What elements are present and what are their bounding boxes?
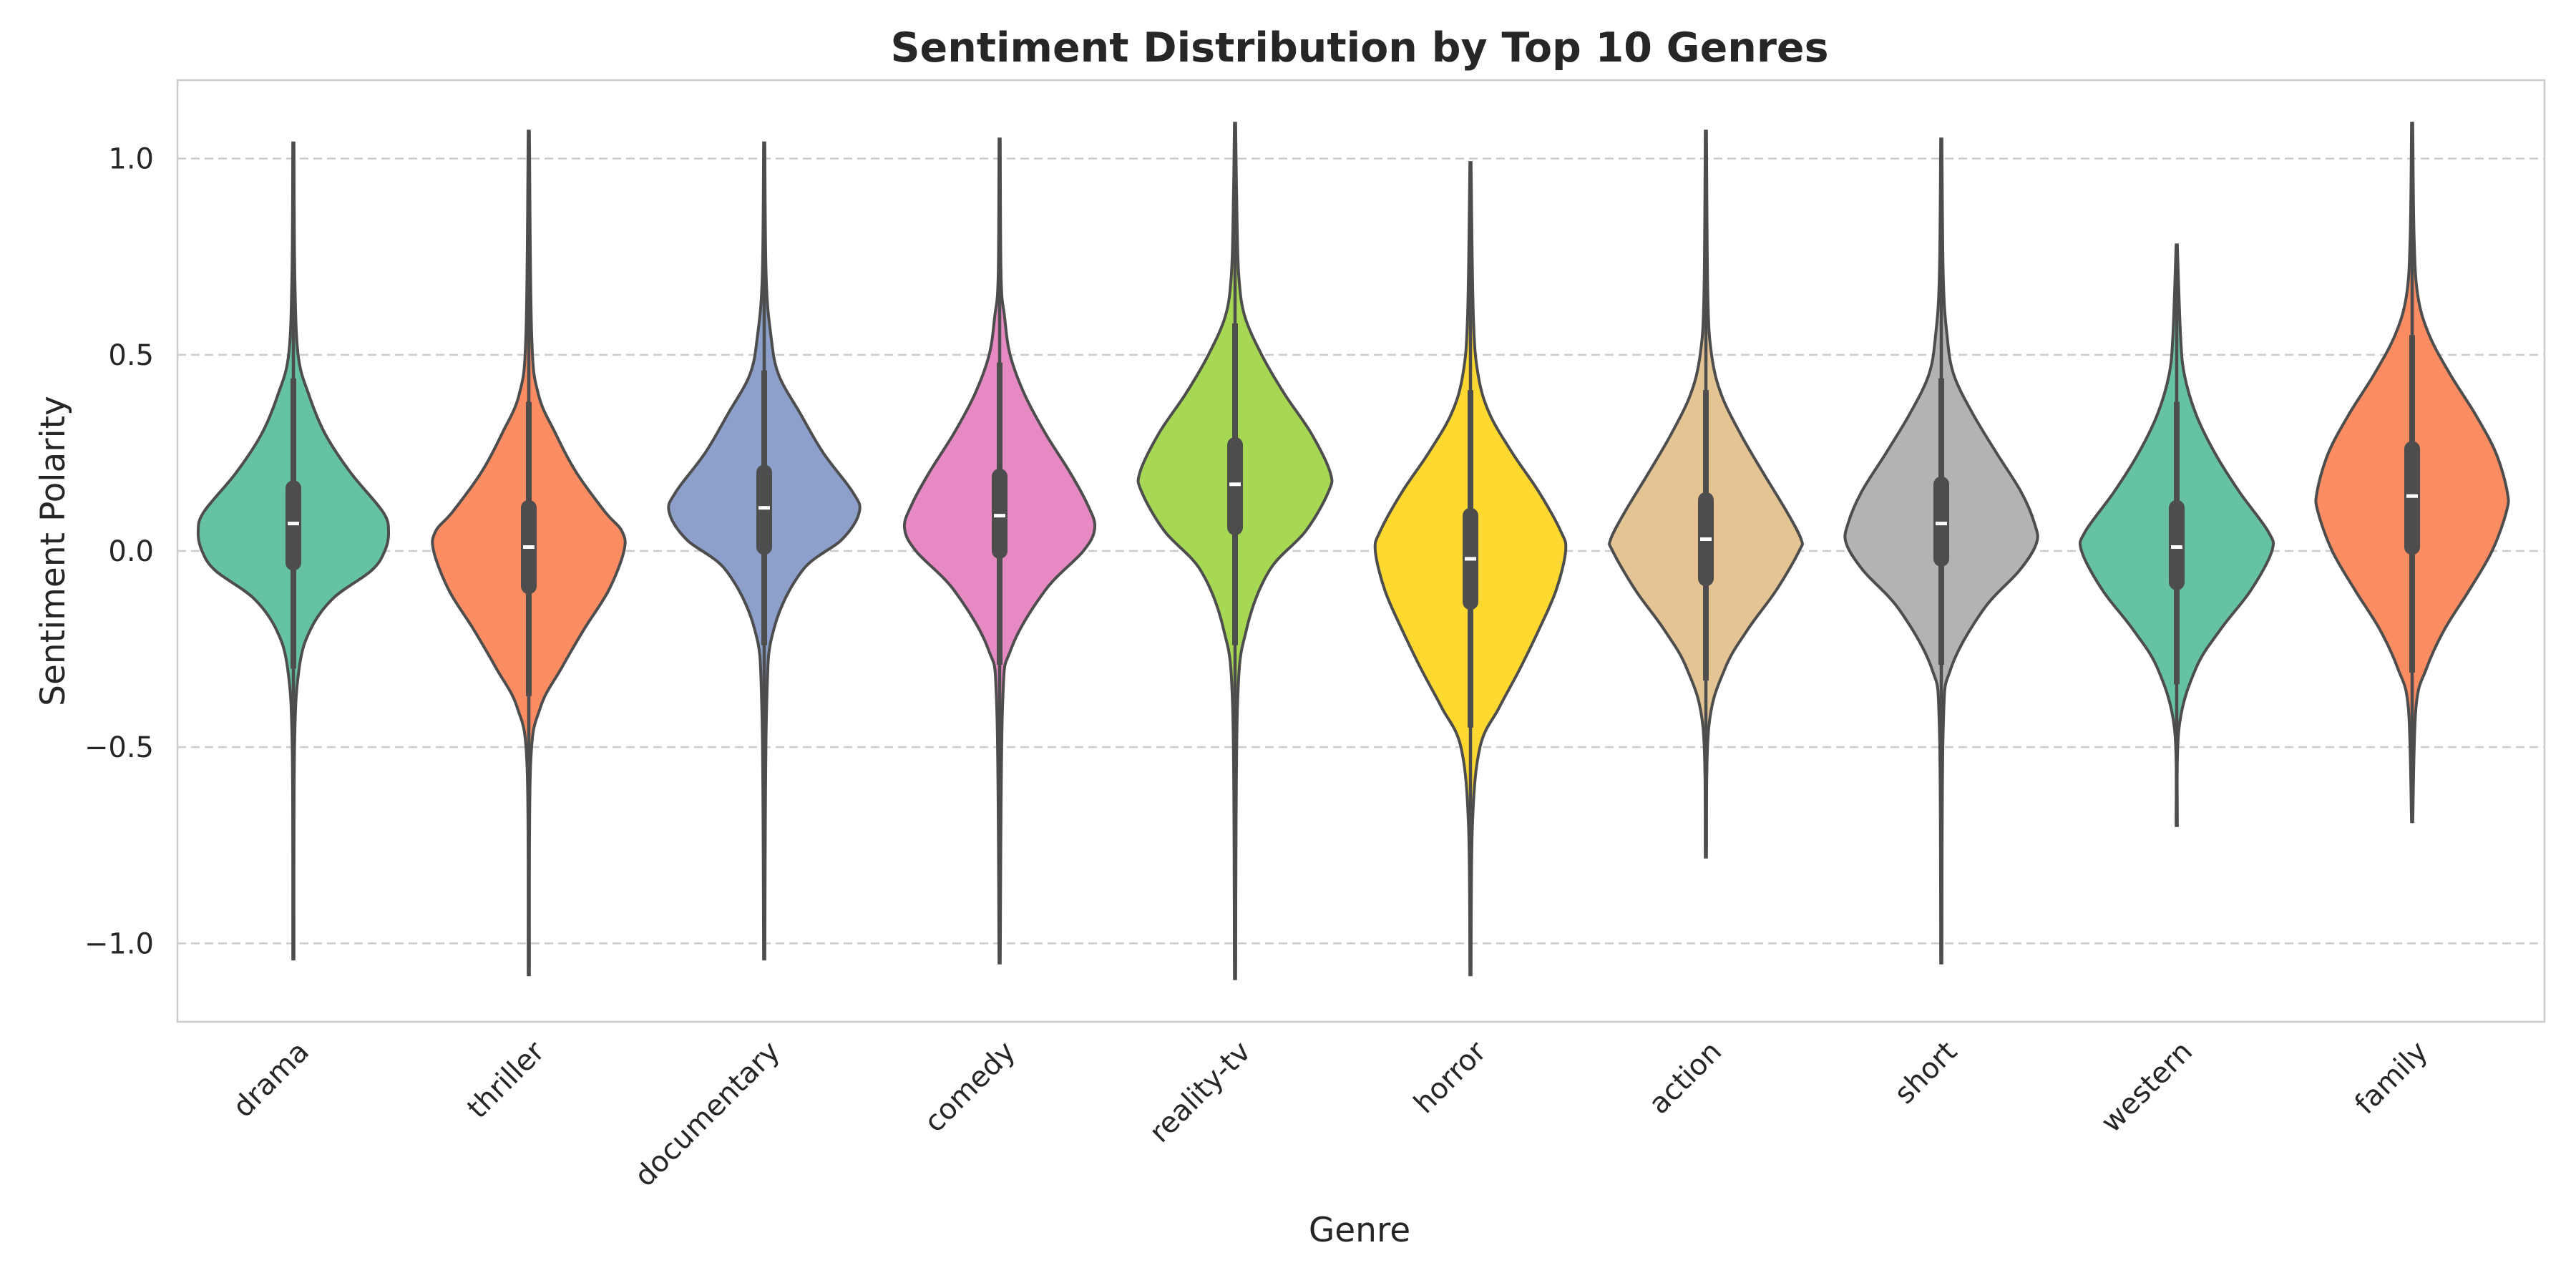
x-tick-label: western xyxy=(2095,1035,2199,1139)
violin-documentary xyxy=(667,141,862,961)
violin-median-marker xyxy=(994,514,1005,518)
x-tick-label: reality-tv xyxy=(1143,1035,1257,1149)
x-tick-label: horror xyxy=(1407,1035,1493,1120)
violin-median-marker xyxy=(288,522,299,526)
y-tick-label: 0.0 xyxy=(108,535,154,568)
violin-median-marker xyxy=(2406,494,2418,498)
x-tick-label: family xyxy=(2348,1035,2434,1121)
y-tick-label: −0.5 xyxy=(84,731,154,764)
x-tick-label: thriller xyxy=(461,1035,551,1125)
violins xyxy=(196,122,2510,980)
violin-median-marker xyxy=(758,506,770,510)
violin-median-marker xyxy=(1700,537,1712,542)
violin-western xyxy=(2078,243,2275,827)
y-axis-label: Sentiment Polarity xyxy=(34,396,73,706)
violin-median-marker xyxy=(1936,522,1947,526)
violin-family xyxy=(2314,122,2510,824)
plot-area-frame xyxy=(176,79,2546,1023)
chart-title: Sentiment Distribution by Top 10 Genres xyxy=(890,24,1828,72)
violin-action xyxy=(1608,130,1804,859)
y-axis-ticks: 1.0 0.5 0.0 −0.5 −1.0 xyxy=(84,143,154,961)
y-tick-label: 0.5 xyxy=(108,339,154,372)
violin-comedy xyxy=(902,137,1097,965)
violin-median-marker xyxy=(2171,545,2182,550)
x-axis-ticks: drama thriller documentary comedy reality-tv… xyxy=(227,1035,2434,1193)
x-tick-label: comedy xyxy=(918,1035,1022,1139)
violin-median-marker xyxy=(1465,557,1476,561)
y-tick-label: −1.0 xyxy=(84,927,154,960)
violin-median-marker xyxy=(1229,482,1241,487)
violin-short xyxy=(1843,137,2039,965)
y-tick-label: 1.0 xyxy=(108,143,154,176)
x-axis-label: Genre xyxy=(1309,1211,1410,1250)
violin-drama xyxy=(196,141,391,961)
violin-horror xyxy=(1373,161,1568,977)
x-tick-label: action xyxy=(1642,1035,1728,1121)
violin-thriller xyxy=(431,130,627,977)
x-tick-label: drama xyxy=(227,1035,316,1124)
x-tick-label: documentary xyxy=(628,1035,786,1194)
violin-median-marker xyxy=(523,545,535,550)
x-tick-label: short xyxy=(1888,1035,1963,1111)
violin-reality-tv xyxy=(1136,122,1334,980)
